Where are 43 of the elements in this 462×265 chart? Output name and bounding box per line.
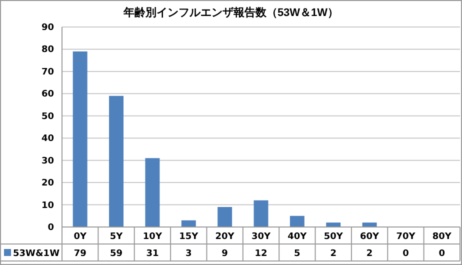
data-label: 79 [74,249,86,259]
data-label: 12 [254,249,268,259]
data-label: 59 [110,249,123,259]
bar [109,96,124,227]
x-tick-label: 0Y [74,232,87,242]
y-tick-label: 40 [41,134,54,144]
x-tick-label: 10Y [142,232,162,242]
data-label: 9 [222,249,228,259]
bar [218,207,232,227]
chart-title: 年齢別インフルエンザ報告数（53W＆1W） [122,6,339,19]
x-tick-label: 50Y [324,232,344,242]
y-tick-label: 10 [41,200,54,211]
x-tick-label: 15Y [179,232,199,242]
y-tick-label: 70 [41,67,54,78]
x-tick-label: 60Y [360,232,380,242]
bar [181,220,196,227]
data-label: 5 [294,249,300,259]
bar [72,51,88,227]
legend-label: 53W&1W [13,249,60,259]
data-label: 3 [186,249,192,259]
y-tick-label: 50 [41,112,54,122]
y-tick-label: 60 [41,90,54,100]
y-tick-label: 30 [41,156,54,166]
data-label: 31 [146,249,159,259]
x-tick-label: 30Y [251,232,271,242]
y-tick-label: 20 [41,178,54,189]
x-tick-label: 80Y [432,232,452,242]
y-tick-label: 90 [41,23,54,33]
x-tick-label: 40Y [288,232,308,242]
y-tick-label: 0 [48,223,54,233]
bar [254,200,268,227]
x-tick-label: 70Y [396,232,416,242]
bar [362,222,377,227]
y-tick-label: 80 [41,45,54,56]
data-label: 0 [438,249,446,259]
bar [290,216,304,227]
data-label: 2 [330,249,336,259]
bar [326,222,341,227]
x-tick-label: 20Y [215,232,235,242]
data-label: 2 [366,249,373,259]
x-tick-label: 5Y [110,232,124,242]
data-label: 0 [402,249,409,259]
bar [145,158,160,227]
